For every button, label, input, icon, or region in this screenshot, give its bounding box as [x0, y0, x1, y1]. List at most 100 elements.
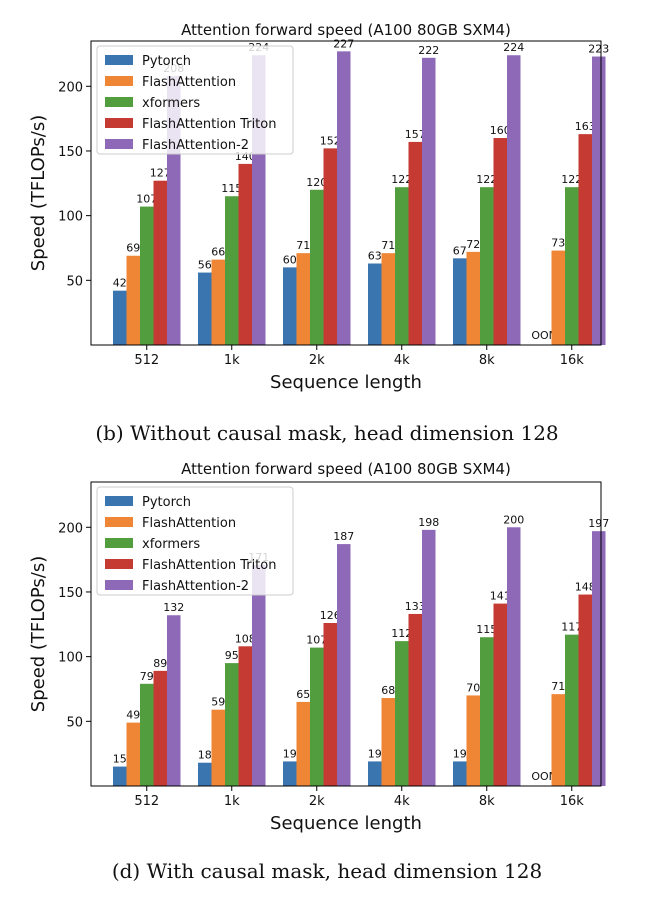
bar: [466, 251, 480, 345]
bar: [507, 55, 521, 345]
x-tick-label: 8k: [479, 794, 495, 809]
data-label: 67: [453, 244, 467, 257]
bar: [238, 163, 252, 345]
bar: [565, 634, 579, 786]
data-label: 133: [405, 600, 426, 613]
bar: [283, 267, 297, 345]
bar: [252, 564, 266, 786]
data-label: 222: [418, 44, 439, 57]
x-axis-label: Sequence length: [270, 372, 422, 393]
legend: Pytorch FlashAttention xformers FlashAttent…: [96, 486, 294, 596]
bar: [592, 531, 606, 786]
data-label: 19: [368, 747, 382, 760]
bar: [466, 695, 480, 786]
data-label: 107: [306, 634, 327, 647]
data-label: 19: [453, 747, 467, 760]
bar: [381, 253, 395, 345]
data-label: 152: [320, 134, 341, 147]
data-label: 72: [466, 238, 480, 251]
bar: [113, 766, 127, 786]
chart-title: Attention forward speed (A100 80GB SXM4): [181, 21, 511, 39]
legend-label: xformers: [142, 96, 200, 111]
bar: [310, 647, 324, 786]
bar: [408, 141, 422, 345]
bar: [395, 187, 409, 345]
y-axis-label: Speed (TFLOPs/s): [28, 115, 49, 271]
data-label: 127: [150, 167, 171, 180]
bar: [480, 637, 494, 786]
bar: [381, 698, 395, 786]
y-tick-label: 200: [58, 521, 83, 536]
y-tick-label: 50: [66, 274, 83, 289]
bar: [198, 762, 212, 786]
bar: [323, 148, 337, 345]
data-label: OOM: [531, 770, 558, 783]
bar: [126, 255, 140, 345]
data-label: 73: [551, 237, 565, 250]
x-tick-label: 512: [134, 794, 159, 809]
data-label: 18: [198, 749, 212, 762]
legend-label: FlashAttention Triton: [142, 558, 276, 573]
data-label: 122: [391, 173, 412, 186]
bar: [211, 259, 225, 345]
legend-label: xformers: [142, 537, 200, 552]
data-label: 141: [490, 590, 511, 603]
data-label: 115: [476, 623, 497, 636]
bar: [167, 615, 181, 786]
series-xformers: 79 95 107 112 115 117: [140, 621, 582, 786]
data-label: 108: [235, 632, 256, 645]
series-flashattention: 49 59 65 68 70 71: [126, 680, 565, 786]
bar: [198, 272, 212, 345]
series-flashattention: 69 66 71 71 72 73: [126, 237, 565, 345]
data-label: 227: [333, 37, 354, 50]
data-label: 42: [113, 277, 127, 290]
legend-label: FlashAttention: [142, 75, 236, 90]
data-label: 163: [575, 120, 596, 133]
bar: [592, 56, 606, 345]
data-label: 223: [588, 43, 609, 56]
plot-frame: [90, 40, 602, 346]
data-label: 68: [381, 684, 395, 697]
y-tick-label: 150: [58, 586, 83, 601]
data-label: 187: [333, 530, 354, 543]
chart-without-causal-mask: 42 56 60 63 67 OOM 69 66 71 71 72 73 107 115 120 122 122…: [28, 21, 609, 445]
bar: [453, 761, 467, 786]
legend-swatch: [105, 580, 133, 590]
data-label: 157: [405, 128, 426, 141]
bar: [323, 623, 337, 786]
x-tick-label: 1k: [224, 794, 240, 809]
x-tick-label: 16k: [560, 353, 585, 368]
legend-swatch: [105, 55, 133, 65]
legend-label: FlashAttention Triton: [142, 117, 276, 132]
legend-swatch: [105, 517, 133, 527]
bar: [238, 646, 252, 786]
bar: [126, 722, 140, 786]
bar: [283, 761, 297, 786]
bar: [140, 683, 154, 786]
bar: [480, 187, 494, 345]
bar: [337, 544, 351, 786]
data-label: 60: [283, 253, 297, 266]
bar: [422, 529, 436, 786]
data-label: 65: [296, 688, 310, 701]
bar: [493, 603, 507, 786]
bar: [310, 189, 324, 345]
chart-with-causal-mask: 15 18 19 19 19 OOM 49 59 65 68 70 71 79 95 107 112 115 11…: [28, 460, 609, 883]
y-tick-label: 150: [58, 145, 83, 160]
legend-swatch: [105, 118, 133, 128]
bar: [211, 709, 225, 786]
data-label: 15: [113, 753, 127, 766]
y-axis-label: Speed (TFLOPs/s): [28, 556, 49, 712]
x-tick-label: 1k: [224, 353, 240, 368]
series-xformers: 107 115 120 122 122 122: [136, 173, 582, 345]
bar: [368, 263, 382, 345]
bar: [578, 134, 592, 345]
data-label: 115: [221, 182, 242, 195]
data-label: 71: [381, 239, 395, 252]
y-tick-label: 100: [58, 210, 83, 225]
bar: [551, 250, 565, 345]
x-tick-label: 8k: [479, 353, 495, 368]
legend-label: Pytorch: [142, 495, 191, 510]
bar: [453, 258, 467, 345]
